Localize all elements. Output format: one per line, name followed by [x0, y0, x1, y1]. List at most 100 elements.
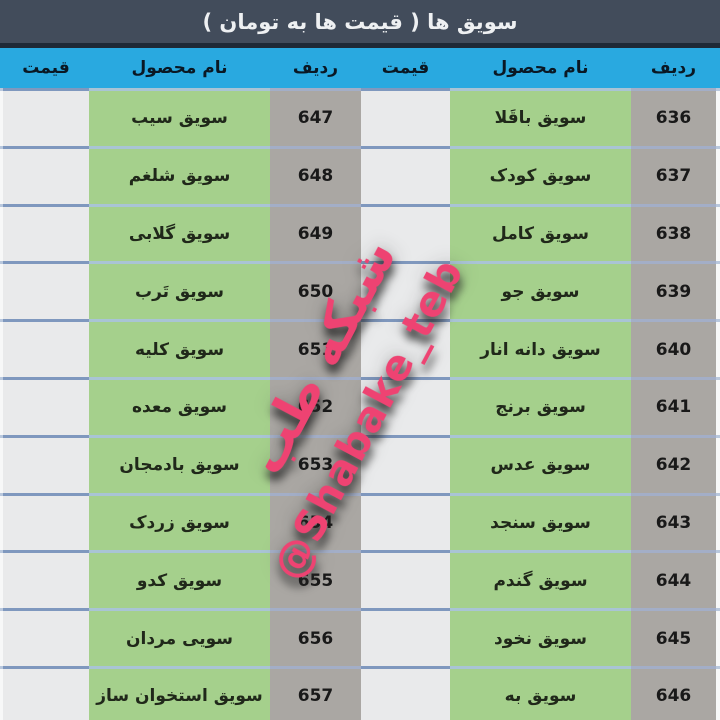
right-price-cell: [361, 434, 450, 493]
right-edge: [716, 434, 720, 493]
table-row: سویق سیب 647 سویق باقَلا 636: [0, 88, 720, 146]
left-row-number: 647: [270, 88, 361, 146]
left-edge: [0, 261, 3, 320]
left-price-cell: [3, 492, 89, 551]
table-row: سویق تَرب 650 سویق جو 639: [0, 261, 720, 320]
table-row: سویق زردک 654 سویق سنجد 643: [0, 492, 720, 551]
right-price-cell: [361, 145, 450, 204]
right-row-number: 640: [631, 319, 716, 377]
left-edge: [0, 203, 3, 262]
header-row-right: ردیف: [650, 58, 697, 78]
header-price-right: قیمت: [381, 58, 430, 78]
left-price-cell: [3, 145, 89, 204]
table-row: سویق کلیه 651 سویق دانه انار 640: [0, 319, 720, 377]
right-product-cell: سویق کودک: [450, 145, 631, 204]
right-edge: [716, 492, 720, 551]
left-row-number: 652: [270, 376, 361, 435]
header-price-left: قیمت: [22, 58, 70, 78]
left-product-cell: سویق معده: [89, 376, 270, 435]
table-row: سویق معده 652 سویق برنج 641: [0, 376, 720, 435]
right-row-number: 639: [631, 261, 716, 320]
right-product-cell: سویق نخود: [450, 608, 631, 666]
left-edge: [0, 608, 3, 666]
left-price-cell: [3, 376, 89, 435]
left-price-cell: [3, 665, 89, 720]
right-edge: [716, 550, 720, 609]
left-edge: [0, 145, 3, 204]
right-product-cell: سویق گندم: [450, 550, 631, 609]
right-product-cell: سویق برنج: [450, 376, 631, 435]
table-row: سویق شلغم 648 سویق کودک 637: [0, 145, 720, 204]
right-product-cell: سویق به: [450, 665, 631, 720]
right-edge: [716, 608, 720, 666]
right-price-cell: [361, 319, 450, 377]
left-row-number: 649: [270, 203, 361, 262]
page-title: سویق ها ( قیمت ها به تومان ): [0, 0, 720, 43]
left-row-number: 655: [270, 550, 361, 609]
left-product-cell: سویق استخوان ساز: [89, 665, 270, 720]
right-row-number: 642: [631, 434, 716, 493]
left-product-cell: سویق شلغم: [89, 145, 270, 204]
right-product-cell: سویق کامل: [450, 203, 631, 262]
left-row-number: 657: [270, 665, 361, 720]
right-product-cell: سویق باقَلا: [450, 88, 631, 146]
left-product-cell: سویق گلابی: [89, 203, 270, 262]
left-edge: [0, 665, 3, 720]
right-price-cell: [361, 203, 450, 262]
left-product-cell: سویق سیب: [89, 88, 270, 146]
right-product-cell: سویق دانه انار: [450, 319, 631, 377]
left-price-cell: [3, 319, 89, 377]
table-row: سویق بادمجان 653 سویق عدس 642: [0, 434, 720, 493]
right-row-number: 636: [631, 88, 716, 146]
right-edge: [716, 665, 720, 720]
right-price-cell: [361, 492, 450, 551]
right-row-number: 646: [631, 665, 716, 720]
left-row-number: 648: [270, 145, 361, 204]
table-row: سویق گلابی 649 سویق کامل 638: [0, 203, 720, 262]
left-edge: [0, 319, 3, 377]
left-price-cell: [3, 203, 89, 262]
left-row-number: 656: [270, 608, 361, 666]
right-edge: [716, 203, 720, 262]
left-price-cell: [3, 88, 89, 146]
left-edge: [0, 88, 3, 146]
table-body: سویق سیب 647 سویق باقَلا 636 سویق شلغم 6…: [0, 88, 720, 720]
right-row-number: 638: [631, 203, 716, 262]
left-row-number: 650: [270, 261, 361, 320]
right-row-number: 644: [631, 550, 716, 609]
left-product-cell: سویق کلیه: [89, 319, 270, 377]
right-row-number: 637: [631, 145, 716, 204]
left-row-number: 654: [270, 492, 361, 551]
table-row: سویق استخوان ساز 657 سویق به 646: [0, 665, 720, 720]
header-product-right: نام محصول: [492, 58, 589, 78]
left-row-number: 651: [270, 319, 361, 377]
left-product-cell: سویق تَرب: [89, 261, 270, 320]
table-row: سویق کدو 655 سویق گندم 644: [0, 550, 720, 609]
left-edge: [0, 434, 3, 493]
left-price-cell: [3, 550, 89, 609]
right-price-cell: [361, 261, 450, 320]
left-edge: [0, 376, 3, 435]
right-product-cell: سویق جو: [450, 261, 631, 320]
title-divider: [0, 43, 720, 48]
left-edge: [0, 492, 3, 551]
left-product-cell: سویق کدو: [89, 550, 270, 609]
right-price-cell: [361, 665, 450, 720]
right-price-cell: [361, 608, 450, 666]
right-row-number: 645: [631, 608, 716, 666]
table-row: سویی مردان 656 سویق نخود 645: [0, 608, 720, 666]
right-product-cell: سویق عدس: [450, 434, 631, 493]
left-price-cell: [3, 261, 89, 320]
right-edge: [716, 319, 720, 377]
left-product-cell: سویی مردان: [89, 608, 270, 666]
right-row-number: 641: [631, 376, 716, 435]
table-header: قیمت نام محصول ردیف قیمت نام محصول ردیف: [0, 48, 720, 88]
right-price-cell: [361, 376, 450, 435]
header-row-left: ردیف: [292, 58, 339, 78]
right-edge: [716, 376, 720, 435]
right-product-cell: سویق سنجد: [450, 492, 631, 551]
left-edge: [0, 550, 3, 609]
right-edge: [716, 88, 720, 146]
right-edge: [716, 145, 720, 204]
